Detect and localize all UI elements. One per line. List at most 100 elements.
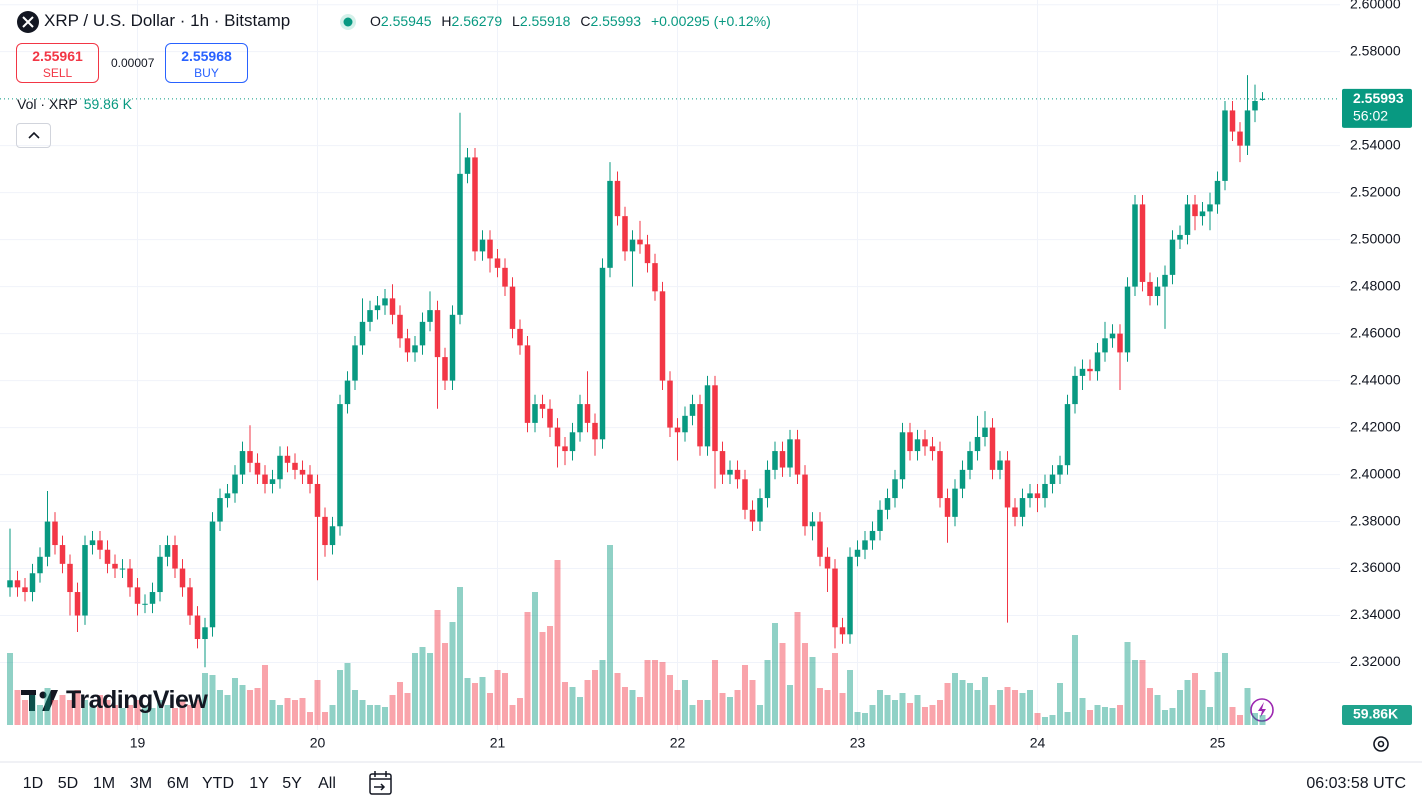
range-button[interactable]: 1D <box>22 775 44 792</box>
symbol-title[interactable]: XRP / U.S. Dollar · 1h · Bitstamp <box>44 11 291 30</box>
x-tick-label: 19 <box>130 735 146 751</box>
range-button[interactable]: YTD <box>202 775 234 792</box>
volume-bar <box>502 673 508 725</box>
volume-bar <box>607 545 613 725</box>
candle-body <box>1064 404 1071 466</box>
volume-bar <box>1102 707 1108 725</box>
sell-label: SELL <box>42 66 73 80</box>
volume-bar <box>142 705 148 725</box>
range-button[interactable]: All <box>318 775 336 792</box>
volume-bar <box>1252 713 1258 725</box>
volume-bar <box>832 653 838 725</box>
y-tick-label: 2.58000 <box>1350 42 1401 58</box>
logo-icon <box>21 690 58 711</box>
volume-bar <box>1184 680 1191 725</box>
volume-bar <box>29 695 36 725</box>
candle-body <box>607 180 613 268</box>
candle-body <box>892 479 898 499</box>
range-button[interactable]: 3M <box>129 775 153 792</box>
volume-bar <box>869 705 876 725</box>
volume-bar <box>569 687 576 725</box>
candle-body <box>1102 338 1108 353</box>
lightning-icon[interactable] <box>1250 698 1274 722</box>
candle-body <box>232 474 238 494</box>
candle-body <box>854 549 861 557</box>
volume-bar <box>134 700 141 725</box>
candle-body <box>142 603 148 605</box>
candle-body <box>742 479 748 510</box>
volume-bar <box>517 698 523 725</box>
candle-body <box>389 298 396 315</box>
candle-body <box>989 427 996 470</box>
volume-bar <box>1214 672 1221 725</box>
candle-body <box>524 345 531 423</box>
candle-body <box>869 530 876 541</box>
range-button[interactable]: 5Y <box>282 775 302 792</box>
candle-body <box>157 556 163 593</box>
candle-body <box>749 509 756 522</box>
volume-bar <box>247 690 253 725</box>
range-button[interactable]: 1Y <box>249 775 269 792</box>
volume-bar <box>299 698 306 725</box>
range-button[interactable]: 6M <box>166 775 190 792</box>
last-price-box <box>1342 88 1412 128</box>
volume-bar <box>1034 713 1041 725</box>
candle-body <box>472 157 478 252</box>
volume-bar <box>89 705 96 725</box>
candle-body <box>682 415 688 433</box>
volume-bar <box>494 670 501 725</box>
candle-body <box>779 451 786 468</box>
volume-bar <box>817 688 823 725</box>
settings-icon[interactable] <box>1373 736 1389 752</box>
volume-bar <box>1087 710 1093 725</box>
sell-price: 2.55961 <box>32 48 83 64</box>
candle-body <box>449 314 456 381</box>
candle-body <box>1072 375 1078 405</box>
sell-button[interactable]: 2.55961 SELL <box>16 43 99 83</box>
collapse-button[interactable] <box>16 123 51 148</box>
volume-bar <box>667 675 673 725</box>
range-button[interactable]: 1M <box>92 775 116 792</box>
candle-body <box>1057 465 1063 475</box>
candle-body <box>337 404 343 527</box>
x-tick-label: 25 <box>1210 735 1226 751</box>
candle-body <box>1132 204 1138 287</box>
candle-body <box>29 573 36 593</box>
volume-bar <box>59 695 66 725</box>
range-button[interactable]: 5D <box>57 775 79 792</box>
volume-bar <box>1244 688 1251 725</box>
candle-body <box>202 627 208 640</box>
candle-body <box>877 509 883 531</box>
candle-body <box>1192 204 1198 217</box>
volume-bar <box>412 653 418 725</box>
volume-bar <box>1124 642 1131 725</box>
volume-bar <box>944 683 951 725</box>
y-tick-label: 2.60000 <box>1350 0 1401 11</box>
calendar-icon[interactable] <box>369 771 392 795</box>
volume-bar <box>1154 695 1161 725</box>
candle-body <box>329 526 336 546</box>
y-tick-label: 2.48000 <box>1350 277 1401 293</box>
x-tick-label: 21 <box>490 735 506 751</box>
volume-bar <box>457 587 463 725</box>
candle-body <box>1139 204 1146 282</box>
buy-button[interactable]: 2.55968 BUY <box>165 43 248 83</box>
volume-bar <box>1169 708 1176 725</box>
volume-bar <box>629 690 636 725</box>
candle-body <box>907 432 913 452</box>
candle-body <box>794 439 801 475</box>
candle-body <box>127 568 133 588</box>
candle-body <box>727 469 733 475</box>
candle-body <box>277 455 283 480</box>
buy-label: BUY <box>194 66 219 80</box>
candle-body <box>67 563 73 593</box>
candle-body <box>772 451 778 470</box>
candle-body <box>1087 368 1093 372</box>
chevron-up <box>28 131 40 139</box>
volume-bar <box>727 697 733 725</box>
candle-body <box>1147 281 1153 297</box>
candle-body <box>974 436 981 452</box>
volume-bar <box>22 700 28 725</box>
candle-body <box>532 404 538 423</box>
